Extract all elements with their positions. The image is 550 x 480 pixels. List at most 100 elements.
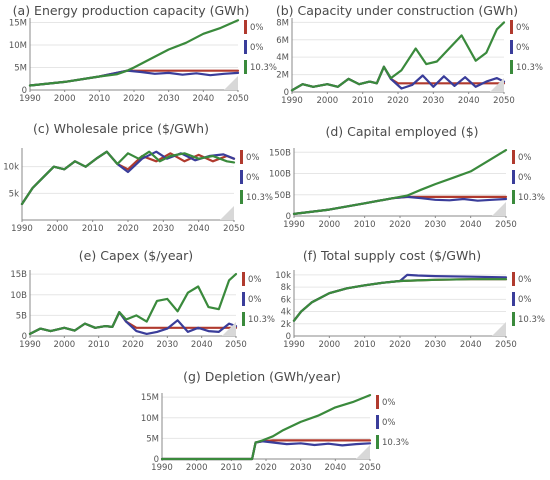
y-tick-label: 100B bbox=[269, 170, 291, 180]
chart-title: (e) Capex ($/year) bbox=[79, 248, 193, 263]
legend-label: 0% bbox=[382, 418, 396, 428]
panel-g: (g) Depletion (GWh/year) 0 5M 10M 15M 1990 200… bbox=[141, 369, 409, 473]
series-line-green bbox=[28, 273, 238, 335]
legend-label: 0% bbox=[518, 173, 532, 183]
y-tick-label: 0 bbox=[286, 212, 291, 222]
legend-label: 0% bbox=[250, 43, 264, 53]
y-tick-label: 10M bbox=[141, 414, 159, 424]
x-tick-label: 2050 bbox=[225, 340, 247, 350]
x-tick-label: 2010 bbox=[88, 340, 110, 350]
x-tick-label: 2020 bbox=[387, 96, 409, 106]
resize-handle-icon[interactable] bbox=[492, 322, 506, 336]
x-tick-label: 2050 bbox=[495, 220, 517, 230]
legend-label: 0% bbox=[246, 153, 260, 163]
legend-swatch-green bbox=[240, 190, 243, 204]
series-line-green bbox=[28, 19, 240, 87]
y-tick-label: 8k bbox=[281, 283, 291, 293]
x-tick-label: 2000 bbox=[319, 220, 341, 230]
legend-swatch-green bbox=[376, 435, 379, 449]
series-line-blue bbox=[292, 195, 508, 215]
x-tick-label: 2050 bbox=[495, 340, 517, 350]
legend-swatch-red bbox=[244, 20, 247, 34]
y-tick-label: 0 bbox=[286, 332, 291, 342]
legend-swatch-blue bbox=[240, 170, 243, 184]
legend-label: 10.3% bbox=[518, 193, 545, 203]
series-line-blue bbox=[160, 440, 372, 461]
legend-swatch-green bbox=[244, 60, 247, 74]
legend-swatch-blue bbox=[376, 415, 379, 429]
panel-b: (b) Capacity under construction (GWh) 0 2M… bbox=[276, 3, 543, 106]
legend-swatch-blue bbox=[512, 170, 515, 184]
x-tick-label: 1990 bbox=[19, 94, 41, 104]
legend-swatch-blue bbox=[244, 40, 247, 54]
y-tick-label: 5B bbox=[16, 311, 27, 321]
x-tick-label: 2010 bbox=[352, 96, 374, 106]
legend-swatch-red bbox=[240, 150, 243, 164]
x-tick-label: 2040 bbox=[460, 340, 482, 350]
legend-label: 0% bbox=[246, 173, 260, 183]
x-tick-label: 2020 bbox=[389, 220, 411, 230]
y-tick-label: 0 bbox=[284, 88, 289, 98]
legend-label: 0% bbox=[248, 275, 262, 285]
chart-title: (g) Depletion (GWh/year) bbox=[183, 369, 341, 384]
legend-swatch-blue bbox=[242, 292, 245, 306]
x-tick-label: 2040 bbox=[191, 340, 213, 350]
legend-swatch-green bbox=[512, 312, 515, 326]
legend-swatch-green bbox=[510, 60, 513, 74]
y-tick-label: 15B bbox=[10, 270, 27, 280]
chart-title: (d) Capital employed ($) bbox=[325, 124, 478, 139]
x-tick-label: 2030 bbox=[423, 96, 445, 106]
x-tick-label: 2020 bbox=[389, 340, 411, 350]
legend-label: 0% bbox=[518, 153, 532, 163]
x-tick-label: 2030 bbox=[153, 224, 175, 234]
resize-handle-icon[interactable] bbox=[220, 206, 234, 220]
x-tick-label: 2020 bbox=[123, 94, 145, 104]
x-tick-label: 2050 bbox=[359, 463, 381, 473]
y-tick-label: 10k bbox=[3, 163, 19, 173]
panel-f: (f) Total supply cost ($/GWh) 0 2k 4k 6k 8k 10… bbox=[275, 248, 545, 350]
y-tick-label: 10M bbox=[9, 41, 27, 51]
series-line-blue bbox=[290, 65, 506, 92]
x-tick-label: 2040 bbox=[188, 224, 210, 234]
y-tick-label: 8M bbox=[276, 18, 289, 28]
series-line-red bbox=[160, 439, 372, 461]
x-tick-label: 2040 bbox=[193, 94, 215, 104]
x-tick-label: 2030 bbox=[425, 220, 447, 230]
resize-handle-icon[interactable] bbox=[490, 78, 504, 92]
legend-swatch-red bbox=[512, 272, 515, 286]
legend-swatch-red bbox=[512, 150, 515, 164]
resize-handle-icon[interactable] bbox=[224, 76, 238, 90]
series-line-blue bbox=[20, 150, 236, 206]
series-line-red bbox=[20, 150, 236, 206]
y-tick-label: 0 bbox=[154, 455, 159, 465]
legend-label: 0% bbox=[516, 43, 530, 53]
legend-label: 0% bbox=[382, 398, 396, 408]
legend-swatch-red bbox=[242, 272, 245, 286]
y-tick-label: 2M bbox=[276, 71, 289, 81]
legend-label: 10.3% bbox=[250, 63, 277, 73]
x-tick-label: 1990 bbox=[283, 340, 305, 350]
series-line-green bbox=[290, 21, 506, 92]
y-tick-label: 4k bbox=[281, 308, 291, 318]
legend-label: 10.3% bbox=[518, 315, 545, 325]
legend-swatch-blue bbox=[510, 40, 513, 54]
series-line-green bbox=[292, 149, 508, 215]
x-tick-label: 2030 bbox=[290, 463, 312, 473]
x-tick-label: 2010 bbox=[354, 220, 376, 230]
x-tick-label: 2050 bbox=[493, 96, 515, 106]
x-tick-label: 2020 bbox=[255, 463, 277, 473]
y-tick-label: 0 bbox=[22, 332, 27, 342]
x-tick-label: 1990 bbox=[283, 220, 305, 230]
x-tick-label: 1990 bbox=[19, 340, 41, 350]
y-tick-label: 4M bbox=[276, 53, 289, 63]
y-tick-label: 10B bbox=[10, 291, 27, 301]
series-line-green bbox=[20, 150, 236, 206]
y-tick-label: 0 bbox=[22, 86, 27, 96]
resize-handle-icon[interactable] bbox=[356, 445, 370, 459]
y-tick-label: 5M bbox=[14, 64, 27, 74]
y-tick-label: 15M bbox=[9, 19, 27, 29]
x-tick-label: 2010 bbox=[221, 463, 243, 473]
x-tick-label: 2010 bbox=[354, 340, 376, 350]
resize-handle-icon[interactable] bbox=[492, 202, 506, 216]
resize-handle-icon[interactable] bbox=[222, 322, 236, 336]
